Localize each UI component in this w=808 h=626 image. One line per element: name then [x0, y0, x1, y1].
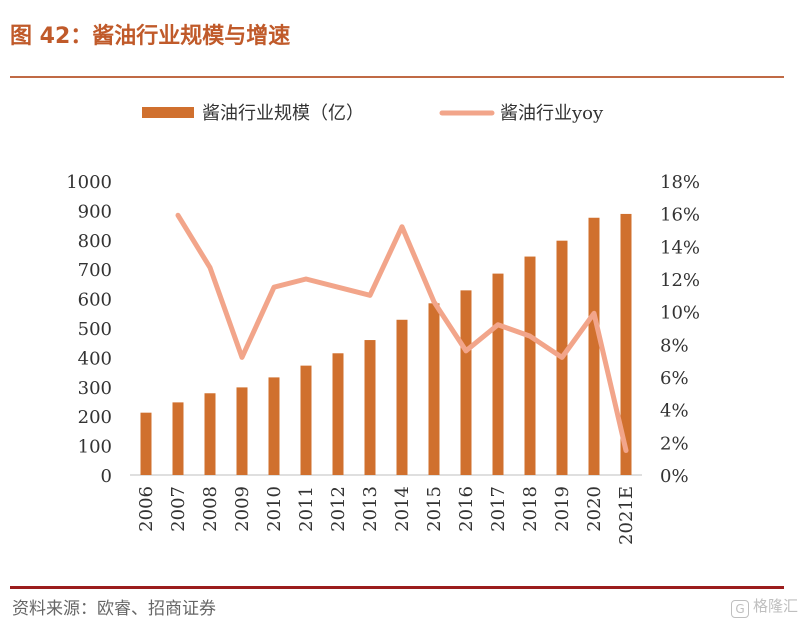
left-tick-label: 500 [78, 319, 112, 340]
bar [396, 319, 408, 475]
x-axis-labels: 2006 2007 2008 2009 2010 2011 2012 2013 2014 2015… [136, 486, 637, 545]
line-series [175, 212, 629, 453]
x-tick-label: 2009 [232, 486, 253, 532]
x-tick-label: 2011 [296, 486, 317, 532]
x-tick-label: 2012 [328, 486, 349, 532]
left-tick-label: 400 [78, 348, 112, 369]
right-tick-label: 2% [660, 433, 689, 454]
right-tick-label: 16% [660, 205, 700, 226]
bar [620, 213, 632, 476]
left-axis: 0 100 200 300 400 500 600 700 800 900 1000 [66, 172, 112, 487]
bar [332, 353, 344, 475]
right-tick-label: 18% [660, 172, 700, 193]
x-tick-label: 2013 [360, 486, 381, 532]
right-tick-label: 6% [660, 368, 689, 389]
x-tick-label: 2018 [520, 486, 541, 532]
bar-series [140, 213, 632, 476]
x-tick-label: 2010 [264, 486, 285, 532]
x-tick-label: 2021E [616, 486, 637, 545]
legend-bar-label: 酱油行业规模（亿） [202, 103, 364, 124]
watermark-logo: G 格隆汇 [730, 595, 798, 618]
bar [524, 256, 536, 475]
right-tick-label: 4% [660, 401, 689, 422]
bar [204, 393, 216, 475]
figure-title: 图 42：酱油行业规模与增速 [10, 24, 291, 49]
left-tick-label: 300 [78, 378, 112, 399]
left-tick-label: 900 [78, 201, 112, 222]
left-tick-label: 200 [78, 407, 112, 428]
bar [364, 340, 376, 475]
legend-bar-swatch [142, 107, 194, 118]
legend: 酱油行业规模（亿） 酱油行业yoy [142, 103, 604, 124]
right-tick-label: 0% [660, 466, 689, 487]
x-tick-label: 2008 [200, 486, 221, 532]
watermark-icon: G [730, 600, 749, 618]
x-tick-label: 2007 [168, 486, 189, 532]
right-tick-label: 8% [660, 335, 689, 356]
bar [300, 365, 312, 475]
left-tick-label: 700 [78, 260, 112, 281]
left-tick-label: 800 [78, 231, 112, 252]
bar [492, 273, 504, 475]
x-tick-label: 2020 [584, 486, 605, 532]
left-tick-label: 100 [78, 437, 112, 458]
bar [172, 402, 184, 475]
x-tick-label: 2006 [136, 486, 157, 532]
left-tick-label: 1000 [66, 172, 112, 193]
left-tick-label: 0 [101, 466, 112, 487]
watermark-text: 格隆汇 [752, 597, 798, 615]
x-tick-label: 2017 [488, 486, 509, 532]
bar [140, 412, 152, 475]
x-tick-label: 2019 [552, 486, 573, 532]
bar [460, 290, 472, 475]
yoy-line [175, 212, 629, 453]
right-tick-label: 14% [660, 237, 700, 258]
bar [588, 217, 600, 475]
title-divider [10, 76, 784, 78]
x-tick-label: 2014 [392, 486, 413, 532]
left-tick-label: 600 [78, 290, 112, 311]
bar [236, 387, 248, 475]
bar-line-chart: 酱油行业规模（亿） 酱油行业yoy 0 100 200 300 400 500 600 700… [66, 103, 700, 545]
right-tick-label: 12% [660, 270, 700, 291]
bar [428, 303, 440, 475]
bar [268, 377, 280, 475]
source-note: 资料来源：欧睿、招商证券 [12, 599, 216, 619]
right-axis: 0% 2% 4% 6% 8% 10% 12% 14% 16% 18% [660, 172, 700, 487]
x-tick-label: 2016 [456, 486, 477, 532]
footer-divider [10, 586, 784, 589]
x-tick-label: 2015 [424, 486, 445, 532]
legend-line-label: 酱油行业yoy [500, 103, 604, 124]
right-tick-label: 10% [660, 303, 700, 324]
